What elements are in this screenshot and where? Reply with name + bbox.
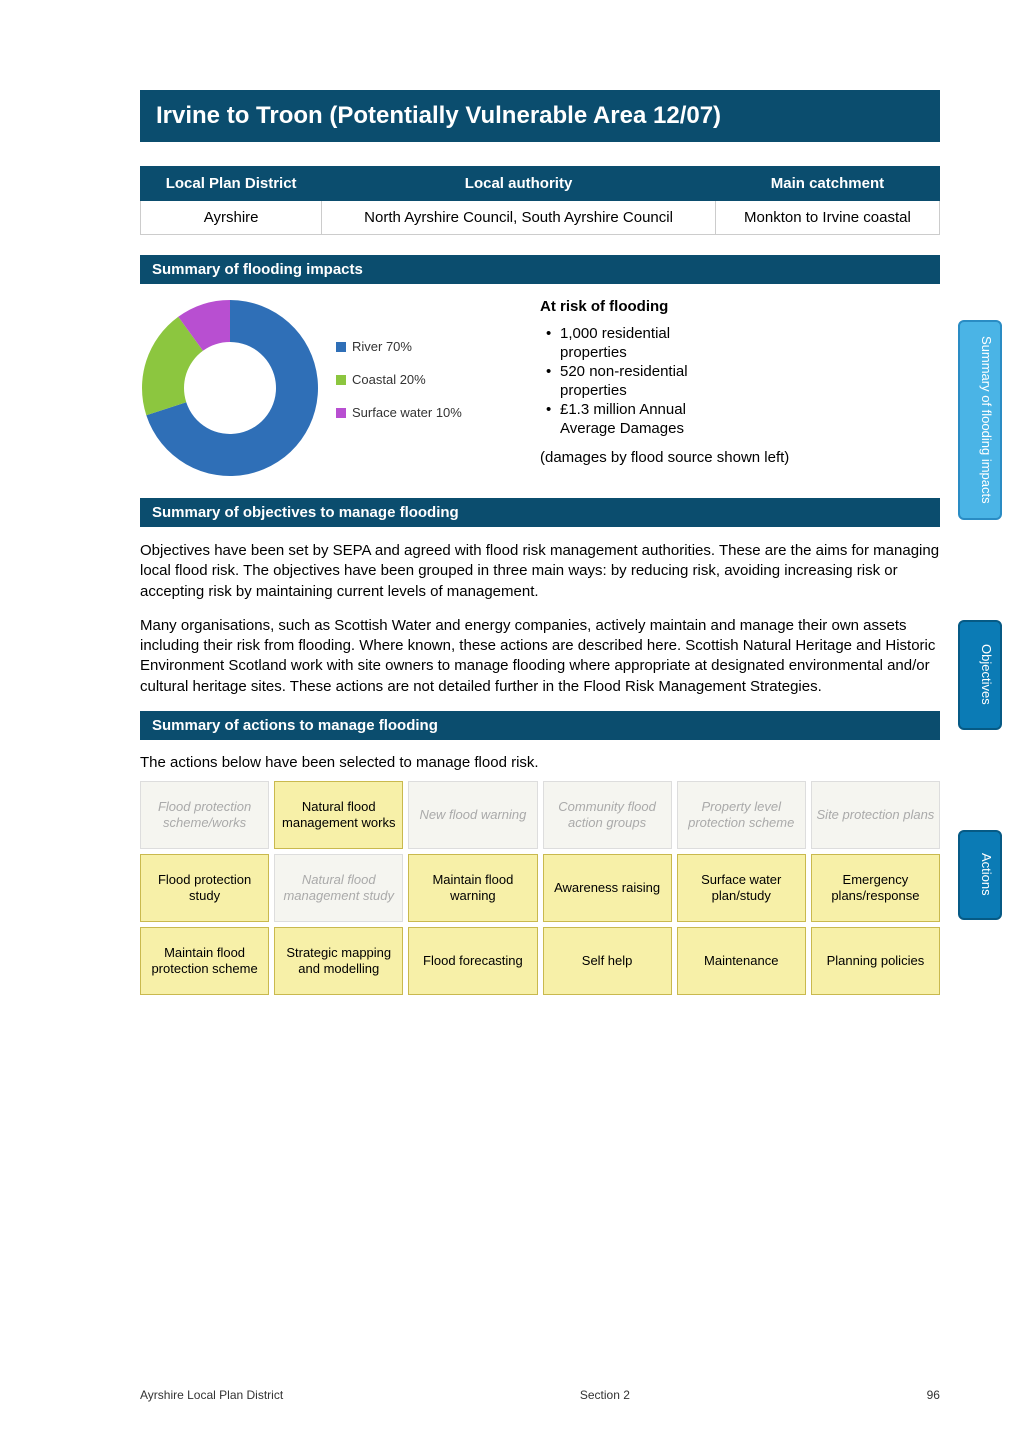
- donut-chart-area: River 70% Coastal 20% Surface water 10%: [140, 298, 520, 478]
- td-district: Ayrshire: [141, 201, 322, 235]
- td-authority: North Ayrshire Council, South Ayrshire C…: [322, 201, 716, 235]
- action-cell: Flood protection study: [140, 854, 269, 922]
- action-cell: Flood forecasting: [408, 927, 537, 995]
- risk-heading: At risk of flooding: [540, 298, 940, 315]
- action-cell: Community flood action groups: [543, 781, 672, 849]
- action-cell: Planning policies: [811, 927, 940, 995]
- action-cell: Awareness raising: [543, 854, 672, 922]
- footer-left: Ayrshire Local Plan District: [140, 1388, 283, 1402]
- section-impacts-header: Summary of flooding impacts: [140, 255, 940, 284]
- section-objectives-header: Summary of objectives to manage flooding: [140, 498, 940, 527]
- risk-item-cont: properties: [560, 382, 940, 399]
- risk-note: (damages by flood source shown left): [540, 449, 940, 466]
- legend-swatch: [336, 408, 346, 418]
- footer-center: Section 2: [580, 1388, 630, 1402]
- action-cell: Property level protection scheme: [677, 781, 806, 849]
- th-authority: Local authority: [322, 167, 716, 201]
- page-footer: Ayrshire Local Plan District Section 2 9…: [140, 1388, 940, 1402]
- info-table: Local Plan District Local authority Main…: [140, 166, 940, 235]
- legend-label: Surface water 10%: [352, 405, 462, 420]
- objectives-p2: Many organisations, such as Scottish Wat…: [140, 616, 940, 697]
- legend-item: Surface water 10%: [336, 405, 462, 420]
- action-cell: Natural flood management works: [274, 781, 403, 849]
- action-cell: Surface water plan/study: [677, 854, 806, 922]
- section-actions-header: Summary of actions to manage flooding: [140, 711, 940, 740]
- actions-grid: Flood protection scheme/worksNatural flo…: [140, 781, 940, 995]
- action-cell: Maintain flood protection scheme: [140, 927, 269, 995]
- actions-intro: The actions below have been selected to …: [140, 754, 940, 771]
- risk-item: £1.3 million Annual: [560, 401, 940, 418]
- th-catchment: Main catchment: [715, 167, 939, 201]
- donut-chart: [140, 298, 320, 478]
- action-cell: Self help: [543, 927, 672, 995]
- legend-label: River 70%: [352, 339, 412, 354]
- action-cell: New flood warning: [408, 781, 537, 849]
- objectives-p1: Objectives have been set by SEPA and agr…: [140, 541, 940, 602]
- th-district: Local Plan District: [141, 167, 322, 201]
- action-cell: Natural flood management study: [274, 854, 403, 922]
- risk-item: 520 non-residential: [560, 363, 940, 380]
- action-cell: Flood protection scheme/works: [140, 781, 269, 849]
- side-tab[interactable]: Actions: [958, 830, 1002, 920]
- risk-summary: At risk of flooding 1,000 residential pro…: [540, 298, 940, 478]
- td-catchment: Monkton to Irvine coastal: [715, 201, 939, 235]
- footer-right: 96: [927, 1388, 940, 1402]
- side-tab[interactable]: Objectives: [958, 620, 1002, 730]
- legend-swatch: [336, 375, 346, 385]
- legend-label: Coastal 20%: [352, 372, 426, 387]
- legend-swatch: [336, 342, 346, 352]
- action-cell: Maintenance: [677, 927, 806, 995]
- side-tab[interactable]: Summary of flooding impacts: [958, 320, 1002, 520]
- legend-item: Coastal 20%: [336, 372, 462, 387]
- action-cell: Maintain flood warning: [408, 854, 537, 922]
- risk-item-cont: properties: [560, 344, 940, 361]
- risk-item-cont: Average Damages: [560, 420, 940, 437]
- page-title: Irvine to Troon (Potentially Vulnerable …: [140, 90, 940, 142]
- action-cell: Strategic mapping and modelling: [274, 927, 403, 995]
- donut-legend: River 70% Coastal 20% Surface water 10%: [336, 339, 462, 438]
- risk-item: 1,000 residential: [560, 325, 940, 342]
- action-cell: Site protection plans: [811, 781, 940, 849]
- action-cell: Emergency plans/response: [811, 854, 940, 922]
- legend-item: River 70%: [336, 339, 462, 354]
